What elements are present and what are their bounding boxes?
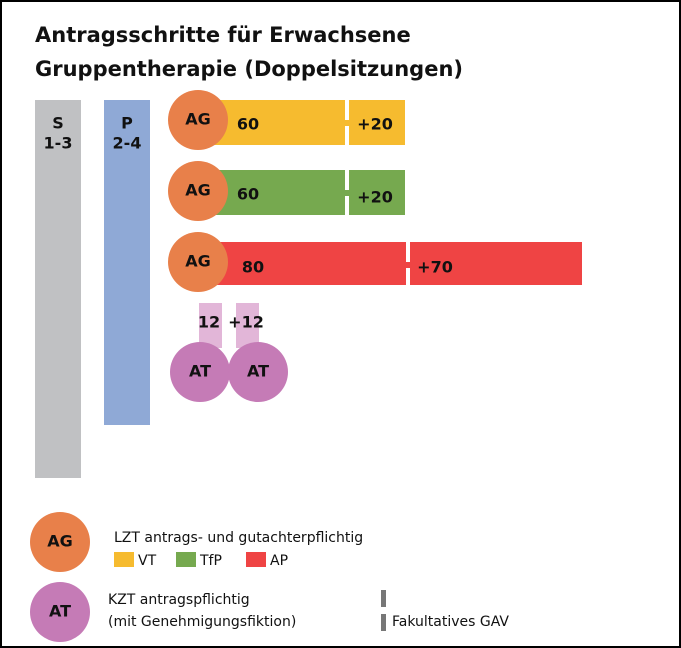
step-label: 80 <box>242 258 264 277</box>
column-label: S <box>52 114 64 133</box>
at-step <box>236 303 259 348</box>
column-s <box>35 100 81 478</box>
ag-badge <box>168 161 228 221</box>
at-badge <box>228 342 288 402</box>
badge-label: AG <box>47 532 73 551</box>
ag-badge <box>168 232 228 292</box>
legend-text: KZT antragspflichtig <box>108 592 250 608</box>
legend-at-badge <box>30 582 90 642</box>
column-label: P <box>121 114 133 133</box>
legend-item: VT <box>138 553 157 569</box>
badge-label: AT <box>49 602 71 621</box>
step-label: 60 <box>237 115 259 134</box>
badge-label: AG <box>185 181 211 200</box>
step-label: 60 <box>237 185 259 204</box>
bar-ap <box>198 242 582 285</box>
legend-swatch <box>246 552 266 567</box>
bar-vt <box>198 100 405 145</box>
at-step <box>199 303 222 348</box>
legend-swatch <box>114 552 134 567</box>
title-line: Gruppentherapie (Doppelsitzungen) <box>35 57 463 81</box>
at-badge <box>170 342 230 402</box>
gav-mark <box>381 614 386 631</box>
column-range: 1-3 <box>44 134 73 153</box>
title-line: Antragsschritte für Erwachsene <box>35 23 411 47</box>
step-label: +20 <box>357 115 393 134</box>
bar-tfp <box>198 170 405 215</box>
step-label: 12 <box>198 313 220 332</box>
step-label: +70 <box>417 258 453 277</box>
legend-item: TfP <box>199 553 222 569</box>
badge-label: AG <box>185 110 211 129</box>
column-range: 2-4 <box>113 134 142 153</box>
legend-text: Fakultatives GAV <box>392 614 509 630</box>
step-label: +20 <box>357 188 393 207</box>
legend-text: LZT antrags- und gutachterpflichtig <box>114 530 363 546</box>
legend-text: (mit Genehmigungsfiktion) <box>108 614 296 630</box>
ag-badge <box>168 90 228 150</box>
badge-label: AT <box>247 362 269 381</box>
badge-label: AG <box>185 252 211 271</box>
gav-mark <box>381 590 386 607</box>
legend-ag-badge <box>30 512 90 572</box>
legend-item: AP <box>270 553 288 569</box>
legend-swatch <box>176 552 196 567</box>
badge-label: AT <box>189 362 211 381</box>
column-p <box>104 100 150 425</box>
step-label: +12 <box>228 313 264 332</box>
